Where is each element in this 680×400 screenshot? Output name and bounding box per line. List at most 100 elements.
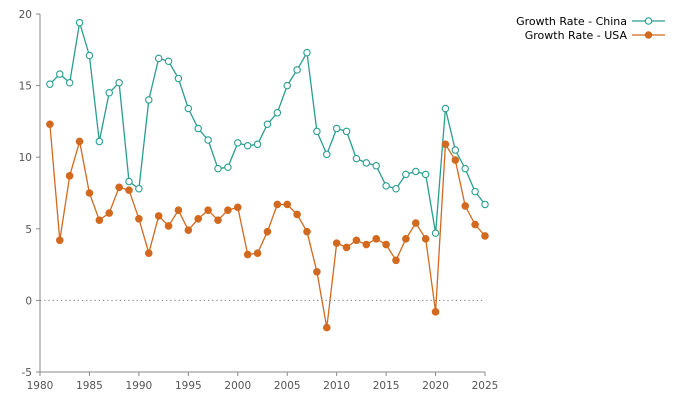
data-point-1 [471,187,479,196]
data-point-2 [382,240,390,249]
x-tick-label: 2020 [422,380,449,392]
data-point-2 [411,219,420,227]
data-point-1 [263,120,272,129]
y-tick-label: 5 [25,224,32,236]
data-point-1 [125,177,133,186]
x-tick-label: 1980 [27,380,54,392]
data-point-1 [85,51,94,60]
y-tick-label: 20 [19,9,32,21]
data-point-2 [154,212,163,220]
data-point-2 [253,249,262,257]
data-point-2 [95,216,104,225]
x-tick-label: 2015 [373,380,400,392]
data-point-2 [214,216,222,225]
data-point-2 [471,220,479,229]
data-point-2 [194,214,203,223]
data-point-2 [303,227,311,236]
data-point-1 [105,89,113,97]
data-point-2 [224,206,232,214]
data-point-1 [194,124,202,133]
data-point-1 [323,150,331,159]
data-point-1 [382,182,390,190]
data-point-1 [56,70,64,78]
data-point-1 [95,137,104,146]
data-point-2 [451,156,460,164]
data-point-1 [184,104,193,113]
data-point-1 [115,78,123,87]
data-point-2 [105,209,114,217]
data-point-1 [204,136,212,144]
data-point-1 [372,162,380,170]
axes: -5 0 5 10 15 20 1980 1985 1990 1995 2000 2005 2010 20… [19,9,499,392]
data-point-2 [115,183,123,192]
data-point-1 [342,127,351,136]
data-point-2 [243,250,252,259]
data-point-1 [352,154,361,163]
data-point-2 [332,239,341,247]
data-point-2 [65,172,74,180]
data-point-2 [184,226,193,235]
data-point-1 [164,57,173,66]
data-point-2 [164,222,173,230]
x-tick-label: 1990 [126,380,153,392]
data-point-2 [293,210,301,219]
data-point-2 [273,200,282,209]
data-point-2 [144,249,153,257]
data-point-2 [441,140,450,149]
chart-marks [46,18,489,332]
data-point-1 [243,141,252,150]
data-point-1 [234,139,242,147]
data-point-2 [362,240,371,249]
legend-label-1: Growth Rate - China [516,15,627,28]
data-point-1 [75,18,84,27]
data-point-1 [145,96,153,104]
data-point-1 [461,164,469,173]
data-point-2 [75,137,84,146]
data-point-2 [233,203,242,212]
data-point-2 [135,214,143,223]
data-point-2 [342,243,351,252]
data-point-1 [392,184,400,193]
data-point-1 [481,200,489,209]
data-point-2 [421,235,430,243]
data-point-2 [352,236,361,245]
y-tick-label: 0 [25,295,32,307]
x-tick-label: 1995 [175,380,202,392]
data-point-2 [322,323,331,332]
data-point-1 [214,164,222,173]
legend-label-2: Growth Rate - USA [525,29,628,42]
data-point-1 [65,78,74,87]
data-point-1 [313,127,321,136]
x-tick-label: 2025 [472,380,499,392]
y-tick-label: -5 [22,367,32,379]
data-point-1 [283,81,291,90]
data-point-2 [481,232,489,240]
data-point-2 [392,256,400,265]
data-point-2 [46,120,54,129]
data-point-1 [46,80,54,88]
data-point-1 [303,48,311,57]
data-point-2 [55,236,64,245]
data-point-2 [372,235,381,243]
data-point-2 [313,267,321,276]
data-point-2 [174,206,183,214]
data-point-2 [461,202,470,210]
x-tick-label: 1985 [76,380,103,392]
data-point-1 [224,163,232,171]
data-point-2 [263,227,272,236]
data-point-1 [135,184,143,193]
data-point-1 [412,167,420,176]
y-tick-label: 10 [19,152,32,164]
x-tick-label: 2000 [224,380,251,392]
data-point-2 [125,186,133,194]
legend-marker-2 [644,31,653,39]
data-point-1 [332,124,341,133]
data-point-1 [402,170,410,179]
data-point-1 [273,109,282,117]
data-point-1 [451,146,460,154]
data-point-1 [293,66,301,74]
data-point-2 [204,206,212,214]
data-point-1 [154,54,163,63]
